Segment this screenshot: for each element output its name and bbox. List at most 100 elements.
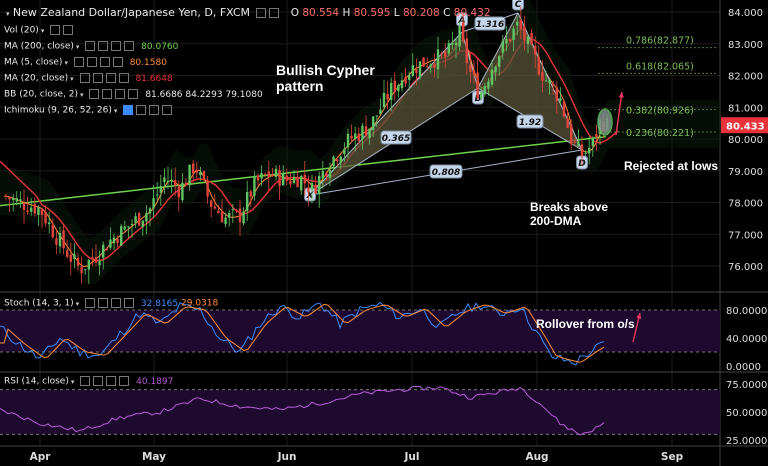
label-a: A xyxy=(458,16,466,26)
candle-body xyxy=(159,186,162,193)
ohlc-o-label: O xyxy=(290,7,300,19)
close-icon[interactable] xyxy=(111,298,122,308)
legend-ichimoku[interactable]: Ichimoku (9, 26, 52, 26) ▾ xyxy=(4,105,173,116)
legend-ma5-value: 80.1580 xyxy=(129,57,167,68)
chevron-down-icon[interactable]: ▾ xyxy=(70,377,75,386)
legend-ma200[interactable]: MA (200, close) ▾ 80.0760 xyxy=(4,41,178,52)
more-icon[interactable] xyxy=(119,376,130,386)
candle-body xyxy=(469,64,472,73)
close-icon[interactable] xyxy=(149,105,160,115)
legend-bb-value: 81.6686 84.2293 79.1080 xyxy=(145,89,263,100)
candle-body xyxy=(501,40,504,53)
time-tick-label: May xyxy=(142,451,166,463)
candle-body xyxy=(55,238,58,245)
candle-body xyxy=(541,71,544,81)
candle-body xyxy=(544,80,548,82)
chevron-down-icon[interactable]: ▾ xyxy=(75,299,80,308)
candle-body xyxy=(361,125,364,140)
settings-icon[interactable] xyxy=(93,376,104,386)
candle-body xyxy=(595,134,598,138)
eye-icon[interactable] xyxy=(256,8,267,18)
stoch-tick-label: 0.0000 xyxy=(726,362,761,373)
candle-body xyxy=(109,239,112,248)
candle-body xyxy=(303,174,306,184)
candle-body xyxy=(199,171,202,176)
candle-body xyxy=(260,173,263,179)
candle-body xyxy=(242,211,245,224)
candle-body xyxy=(102,244,105,258)
settings-icon[interactable] xyxy=(92,73,103,83)
more-icon[interactable] xyxy=(124,298,135,308)
candle-body xyxy=(120,226,123,246)
candle-body xyxy=(310,183,314,191)
legend-rsi-label: RSI (14, close) xyxy=(4,376,69,387)
candle-body xyxy=(573,141,576,143)
annotation-arrows xyxy=(615,91,642,343)
candle-body xyxy=(177,186,180,198)
close-icon[interactable] xyxy=(115,89,126,99)
candle-body xyxy=(580,144,584,157)
chevron-down-icon[interactable]: ▾ xyxy=(64,58,68,67)
candle-body xyxy=(282,172,285,186)
eye-icon[interactable] xyxy=(85,41,96,51)
chevron-down-icon[interactable]: ▾ xyxy=(40,26,45,35)
settings-icon[interactable] xyxy=(98,41,109,51)
chevron-down-icon[interactable]: ▾ xyxy=(113,106,118,115)
settings-icon[interactable] xyxy=(63,25,74,35)
candle-body xyxy=(408,74,411,80)
candle-body xyxy=(465,38,468,64)
chevron-down-icon[interactable]: ▾ xyxy=(70,74,74,83)
candle-body xyxy=(418,61,422,77)
candle-body xyxy=(307,187,310,193)
legend-bb[interactable]: BB (20, close, 2) ▾ 81.6686 84.2293 79.10… xyxy=(4,89,263,100)
eye-icon[interactable] xyxy=(123,105,134,115)
legend-ma5[interactable]: MA (5, close) ▾ 80.1580 xyxy=(4,57,167,68)
candle-body xyxy=(253,175,256,196)
more-icon[interactable] xyxy=(128,89,139,99)
candle-body xyxy=(537,56,540,75)
legend-rsi[interactable]: RSI (14, close) ▾ 40.1897 xyxy=(4,376,173,387)
chevron-down-icon[interactable]: ▾ xyxy=(75,42,80,51)
candle-body xyxy=(40,208,44,216)
candle-body xyxy=(339,156,342,163)
close-icon[interactable] xyxy=(106,376,117,386)
eye-icon[interactable] xyxy=(80,376,91,386)
eye-icon[interactable] xyxy=(73,57,84,67)
settings-icon[interactable] xyxy=(136,105,147,115)
ratio-0365: 0.365 xyxy=(382,134,410,144)
settings-icon[interactable] xyxy=(269,8,280,18)
eye-icon[interactable] xyxy=(89,89,100,99)
candle-body xyxy=(325,172,328,177)
label-c: C xyxy=(515,0,522,10)
candle-body xyxy=(192,163,195,174)
candle-body xyxy=(188,164,191,186)
rsi-tick-label: 75.0000 xyxy=(726,380,767,391)
candle-body xyxy=(116,238,119,243)
more-icon[interactable] xyxy=(118,73,129,83)
eye-icon[interactable] xyxy=(50,25,61,35)
close-icon[interactable] xyxy=(99,57,110,67)
candle-body xyxy=(238,208,242,223)
candle-body xyxy=(148,208,152,214)
settings-icon[interactable] xyxy=(102,89,113,99)
chevron-down-icon[interactable]: ▾ xyxy=(80,90,84,99)
more-icon[interactable] xyxy=(124,41,135,51)
fib-label: 0.382(80.926) xyxy=(626,106,694,117)
chevron-down-icon[interactable]: ▾ xyxy=(6,10,10,18)
legend-ma20[interactable]: MA (20, close) ▾ 81.6648 xyxy=(4,73,173,84)
ohlc-o-value: 80.554 xyxy=(302,7,340,19)
ohlc-l-value: 80.208 xyxy=(403,7,440,19)
eye-icon[interactable] xyxy=(85,298,96,308)
legend-stoch[interactable]: Stoch (14, 3, 1) ▾ 32.8165 29.0318 xyxy=(4,298,218,309)
more-icon[interactable] xyxy=(112,57,123,67)
eye-icon[interactable] xyxy=(79,73,90,83)
legend-ma200-label: MA (200, close) xyxy=(4,41,74,52)
more-icon[interactable] xyxy=(162,105,173,115)
settings-icon[interactable] xyxy=(98,298,109,308)
close-icon[interactable] xyxy=(105,73,116,83)
candle-body xyxy=(343,148,346,155)
settings-icon[interactable] xyxy=(86,57,97,67)
legend-vol[interactable]: Vol (20) ▾ xyxy=(4,25,74,36)
close-icon[interactable] xyxy=(111,41,122,51)
